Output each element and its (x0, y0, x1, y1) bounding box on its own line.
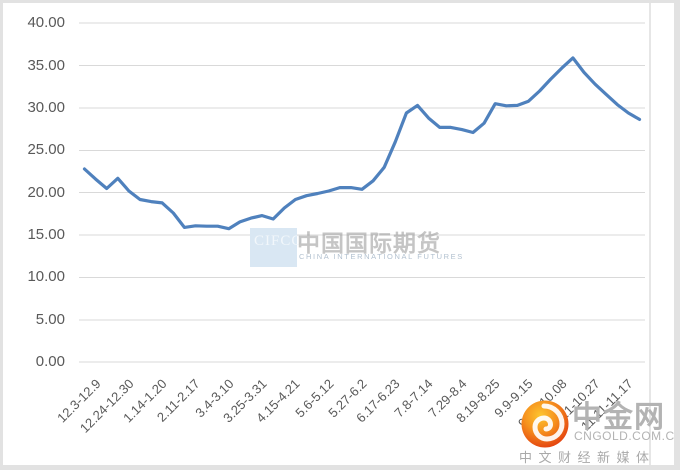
site-name: 中金网 (572, 401, 665, 434)
site-domain: CNGOLD.COM.CN (574, 429, 680, 443)
page-edge-left (0, 0, 3, 470)
cngold-watermark: 中金网 CNGOLD.COM.CN 中文财经新媒体 (518, 392, 680, 467)
y-tick-label: 20.00 (27, 184, 65, 201)
y-tick-label: 40.00 (27, 14, 65, 31)
cifco-abbr-text: CIFCO (254, 233, 304, 249)
price-line (82, 56, 642, 231)
cifco-subtitle-text: CHINA INTERNATIONAL FUTURES (299, 252, 464, 261)
chart-image-border (649, 3, 651, 465)
y-tick-label: 25.00 (27, 141, 65, 158)
page-edge-top (0, 0, 680, 3)
cngold-logo-icon (521, 400, 569, 448)
cifco-watermark: CIFCO 中国国际期货 CHINA INTERNATIONAL FUTURES (250, 222, 462, 268)
y-tick-label: 30.00 (27, 99, 65, 116)
page-edge-bottom (0, 465, 680, 470)
page-edge-right (674, 0, 680, 470)
y-tick-label: 35.00 (27, 57, 65, 74)
y-tick-label: 10.00 (27, 268, 65, 285)
y-tick-label: 0.00 (35, 353, 65, 370)
site-tagline: 中文财经新媒体 (519, 450, 656, 465)
y-tick-label: 15.00 (27, 226, 65, 243)
cifco-logo-square (250, 228, 297, 267)
y-tick-label: 5.00 (35, 311, 65, 328)
cifco-title-text: 中国国际期货 (297, 230, 441, 256)
